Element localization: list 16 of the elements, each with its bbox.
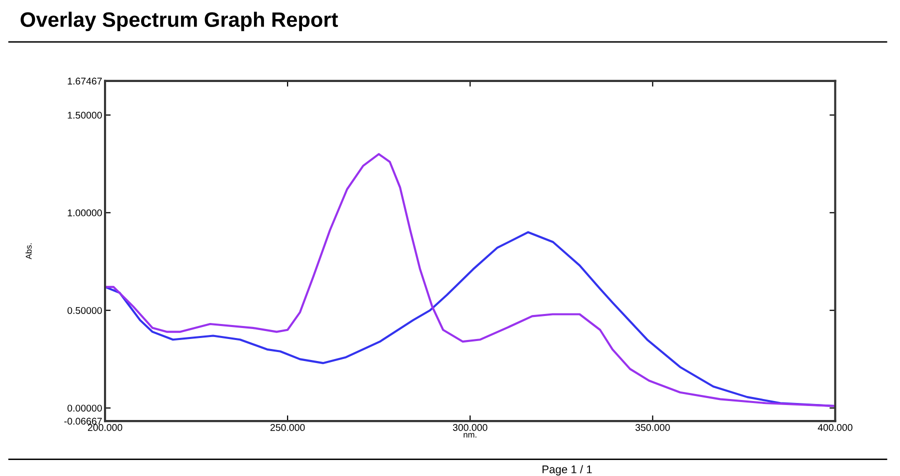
x-tick-label: 250.000 bbox=[270, 424, 305, 431]
x-axis-title: nm. bbox=[464, 433, 476, 438]
y-tick-label: 1.67467 bbox=[68, 78, 102, 85]
x-tick-label: 350.000 bbox=[635, 424, 670, 431]
chart-title: Overlay Spectrum Graph Report bbox=[20, 12, 338, 32]
x-tick-label: 400.000 bbox=[818, 424, 852, 431]
y-tick-label: 0.00000 bbox=[67, 404, 102, 412]
text: Page 1 / 1 bbox=[542, 465, 592, 476]
x-tick-label: 200.000 bbox=[88, 424, 122, 431]
y-axis-title: Abs. bbox=[26, 243, 32, 260]
y-tick-label: -0.06667 bbox=[64, 418, 102, 425]
y-tick-label: 1.50000 bbox=[68, 112, 102, 119]
x-tick-label: 300.000 bbox=[452, 424, 488, 431]
line-series bbox=[105, 153, 836, 408]
y-tick-label: 0.50000 bbox=[67, 307, 102, 314]
y-tick-label: 1.00000 bbox=[68, 209, 102, 216]
